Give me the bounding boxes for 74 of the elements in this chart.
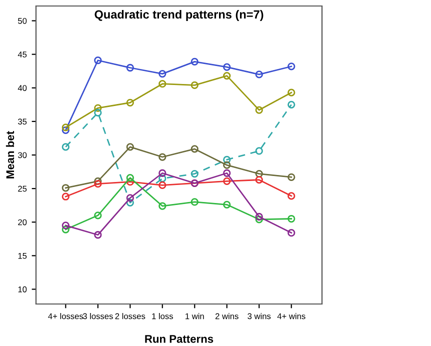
point <box>62 226 70 234</box>
point <box>288 100 296 108</box>
y-tick-label: 15 <box>18 252 27 259</box>
point <box>94 212 102 220</box>
point <box>255 70 263 78</box>
point <box>62 124 70 132</box>
point <box>158 153 166 161</box>
point <box>158 80 166 88</box>
point <box>126 178 134 186</box>
point <box>126 64 134 72</box>
point <box>190 170 198 178</box>
point <box>62 184 70 192</box>
point <box>158 202 166 210</box>
point <box>288 62 296 70</box>
point <box>126 194 134 202</box>
y-tick-label: 25 <box>18 186 27 192</box>
x-tick-label: 3 wins <box>248 313 271 320</box>
y-tick-label: 30 <box>18 152 27 158</box>
point <box>126 198 134 206</box>
point <box>94 108 102 117</box>
point <box>126 143 134 151</box>
point <box>158 70 166 78</box>
point <box>223 177 231 185</box>
x-tick-label: 2 losses <box>115 313 146 320</box>
point <box>158 169 166 177</box>
point <box>158 174 166 182</box>
x-tick-label: 1 loss <box>152 313 173 320</box>
y-tick-label: 35 <box>18 118 27 125</box>
point <box>255 106 263 114</box>
x-tick-label: 2 wins <box>215 313 238 320</box>
point <box>255 147 263 155</box>
point <box>94 231 102 239</box>
x-tick-label: 4+ wins <box>277 313 306 320</box>
point <box>158 181 166 190</box>
point <box>94 104 102 112</box>
point <box>255 216 263 224</box>
point <box>255 176 263 184</box>
point <box>190 58 198 66</box>
point <box>288 214 296 223</box>
point <box>126 98 134 106</box>
point <box>223 156 231 164</box>
point <box>288 173 296 181</box>
x-tick-label: 4+ losses <box>48 313 84 320</box>
x-axis-title: Run Patterns <box>145 335 214 343</box>
point <box>94 177 102 185</box>
point <box>288 229 296 237</box>
point <box>223 200 231 208</box>
y-tick-label: 20 <box>18 219 27 226</box>
point <box>223 161 231 169</box>
y-tick-label: 40 <box>18 85 27 91</box>
point <box>94 180 102 188</box>
point <box>255 170 263 178</box>
point <box>288 88 296 96</box>
point <box>190 145 198 153</box>
point <box>190 198 198 206</box>
y-tick-label: 45 <box>18 52 27 58</box>
y-axis-title: Mean bet <box>6 131 14 178</box>
x-tick-label: 1 win <box>186 313 204 320</box>
point <box>190 81 198 90</box>
point <box>62 192 70 200</box>
point <box>94 56 102 64</box>
point <box>288 192 296 200</box>
point <box>223 72 231 80</box>
point <box>62 126 70 134</box>
point <box>223 63 231 71</box>
y-tick-label: 10 <box>18 286 27 292</box>
point <box>62 143 70 151</box>
point <box>62 222 70 230</box>
y-tick-label: 50 <box>18 18 27 24</box>
point <box>223 169 231 177</box>
x-tick-label: 3 losses <box>82 313 113 320</box>
point <box>255 212 263 221</box>
point <box>126 174 134 182</box>
chart-title: Quadratic trend patterns (n=7) <box>94 10 264 21</box>
